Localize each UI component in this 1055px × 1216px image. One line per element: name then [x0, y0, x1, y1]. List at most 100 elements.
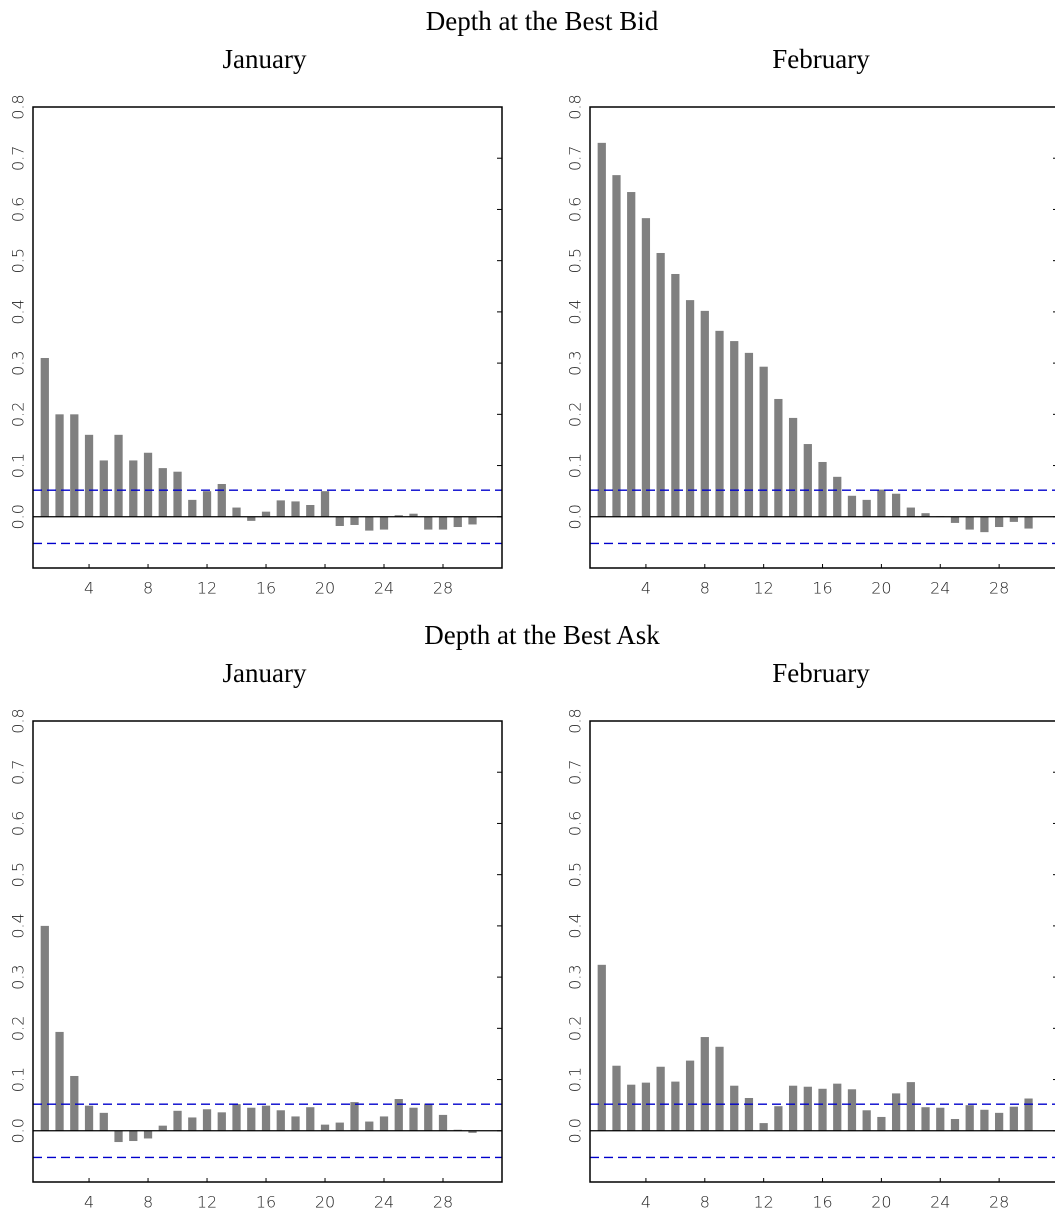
bar	[1009, 1106, 1018, 1131]
bar	[438, 516, 448, 530]
y-tick-label: 0.4	[9, 299, 28, 324]
bar	[700, 310, 709, 517]
bar	[921, 513, 930, 517]
bar	[114, 434, 123, 517]
y-tick-label: 0.2	[566, 1016, 585, 1041]
bar	[70, 1075, 79, 1131]
bar	[965, 516, 974, 530]
y-tick-label: 0.2	[566, 402, 585, 427]
bar	[232, 507, 241, 517]
y-tick-label: 0.1	[566, 453, 585, 478]
bar	[906, 507, 915, 517]
y-tick-label: 0.6	[566, 197, 585, 222]
bar	[671, 273, 680, 517]
bar	[877, 489, 886, 517]
section-title: Depth at the Best Bid	[426, 6, 659, 36]
y-tick-label: 0.5	[9, 248, 28, 273]
y-tick-label: 0.4	[566, 299, 585, 324]
bar	[84, 434, 94, 517]
bar	[803, 1086, 812, 1131]
chart-title: February	[772, 658, 870, 688]
bar	[759, 1123, 768, 1131]
bar	[173, 1110, 182, 1131]
y-tick-label: 0.3	[9, 964, 28, 989]
y-tick-label: 0.7	[566, 145, 585, 170]
y-tick-label: 0.0	[566, 1118, 585, 1143]
bar	[950, 1118, 960, 1131]
y-tick-label: 0.7	[9, 145, 28, 170]
bar	[143, 452, 153, 517]
bar	[597, 964, 606, 1131]
y-tick-label: 0.6	[9, 197, 28, 222]
bar	[862, 1110, 871, 1131]
y-tick-label: 0.7	[566, 759, 585, 784]
bar	[409, 513, 418, 517]
y-tick-label: 0.7	[9, 759, 28, 784]
x-tick-label: 4	[84, 1193, 94, 1212]
bar	[261, 1105, 271, 1131]
bar	[143, 1130, 153, 1139]
bar	[730, 1085, 739, 1131]
y-tick-label: 0.2	[9, 402, 28, 427]
bar	[158, 1125, 167, 1131]
x-tick-label: 28	[989, 579, 1009, 598]
bar	[261, 511, 271, 517]
bar	[715, 330, 724, 517]
bar	[847, 1089, 857, 1131]
bar	[627, 192, 636, 517]
bar	[379, 516, 389, 530]
bar	[320, 1124, 330, 1131]
x-tick-label: 8	[143, 579, 153, 598]
bar	[202, 491, 212, 517]
bar	[158, 468, 167, 517]
chart-title: January	[223, 44, 307, 74]
bar	[877, 1116, 886, 1131]
bar	[847, 495, 857, 517]
bar	[818, 1088, 827, 1131]
bar	[656, 252, 665, 517]
bar	[424, 516, 433, 530]
bar	[788, 417, 798, 517]
y-tick-label: 0.8	[9, 94, 28, 119]
bar	[188, 499, 197, 517]
bar	[612, 1065, 621, 1131]
y-tick-label: 0.3	[9, 350, 28, 375]
y-tick-label: 0.0	[9, 504, 28, 529]
bar	[114, 1130, 123, 1143]
bar	[700, 1037, 709, 1131]
plot-frame	[589, 720, 1055, 1183]
y-tick-label: 0.4	[566, 913, 585, 938]
x-tick-label: 28	[433, 579, 453, 598]
bar	[453, 516, 462, 528]
bar	[70, 414, 79, 517]
y-tick-label: 0.8	[9, 708, 28, 733]
chart-title: February	[772, 44, 870, 74]
x-tick-label: 20	[871, 579, 891, 598]
x-tick-label: 16	[812, 1193, 832, 1212]
plot-frame	[589, 106, 1055, 569]
bar	[379, 1116, 389, 1131]
bar	[862, 499, 871, 517]
bar	[788, 1085, 798, 1131]
bar	[306, 504, 315, 517]
y-tick-label: 0.1	[9, 453, 28, 478]
bar	[1024, 516, 1033, 529]
bar	[350, 516, 359, 525]
bar	[320, 491, 330, 517]
bar	[759, 366, 768, 517]
x-tick-label: 24	[374, 579, 394, 598]
x-tick-label: 4	[641, 1193, 651, 1212]
bar	[84, 1105, 94, 1131]
bar	[394, 1099, 403, 1131]
x-tick-label: 20	[315, 579, 335, 598]
bar	[774, 1106, 783, 1131]
bar	[744, 352, 754, 517]
bar	[833, 1083, 842, 1131]
bar	[995, 1112, 1004, 1131]
y-tick-label: 0.0	[566, 504, 585, 529]
bar	[232, 1104, 241, 1131]
x-tick-label: 24	[930, 579, 950, 598]
bar	[40, 925, 49, 1131]
